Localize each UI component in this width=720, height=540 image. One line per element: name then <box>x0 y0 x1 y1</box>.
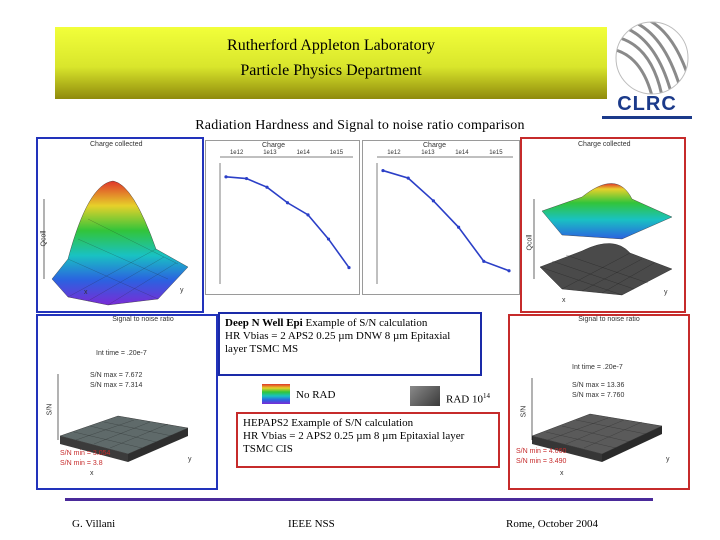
footer-date: Rome, October 2004 <box>506 518 598 530</box>
axis-label-y: y <box>664 289 668 296</box>
data-point <box>431 199 435 203</box>
data-point <box>326 237 331 241</box>
chart-title: Charge collected <box>578 141 631 148</box>
note-line-2: HR Vbias = 2 APS2 0.25 µm DNW 8 µm Epita… <box>225 330 451 342</box>
hepaps2-note: HEPAPS2 Example of S/N calculation HR Vb… <box>236 412 500 468</box>
top-tick-label: 1e14 <box>296 150 310 156</box>
legend-swatch-no-rad <box>262 384 290 404</box>
sn-min-label-2: S/N min = 3.8 <box>60 460 103 467</box>
axis-label-y: y <box>188 456 192 463</box>
axis-label-z: S/N <box>520 405 528 418</box>
chart-title: Signal to noise ratio <box>578 316 640 323</box>
data-point <box>285 201 290 205</box>
header-title-line1: Rutherford Appleton Laboratory <box>227 37 435 54</box>
axis-label-z: Qcoll <box>40 230 48 247</box>
series-line <box>382 169 510 272</box>
sn-max-label-2: S/N max = 7.760 <box>572 392 625 399</box>
data-point <box>224 175 228 179</box>
data-point <box>482 259 486 263</box>
axis-label-x: x <box>562 297 566 304</box>
line-chart-svg: 1e12 1e13 1e14 1e15 <box>376 150 513 284</box>
line-chart-svg: 1e12 1e13 1e14 1e15 <box>219 150 353 284</box>
data-point <box>265 185 269 189</box>
sn-max-label-2: S/N max = 7.314 <box>90 382 143 389</box>
data-point <box>244 176 249 181</box>
note-line-2: HR Vbias = 2 APS2 0.25 µm 8 µm Epitaxial… <box>243 430 465 442</box>
series-line <box>225 176 350 269</box>
header-title-line2: Particle Physics Department <box>240 62 422 79</box>
axis-label-x: x <box>84 289 88 296</box>
data-point <box>406 176 410 180</box>
sn-max-label-1: S/N max = 7.672 <box>90 372 143 379</box>
header-banner <box>55 27 607 99</box>
top-tick-label: 1e15 <box>330 150 344 156</box>
top-tick-label: 1e13 <box>421 150 435 156</box>
globe-swoosh-icon <box>615 21 689 95</box>
axis-label-y: y <box>666 456 670 463</box>
top-tick-label: 1e14 <box>455 150 469 156</box>
integration-time-label: Int time = .20e-7 <box>96 350 147 357</box>
note-bold-label: Deep N Well Epi <box>225 317 303 329</box>
legend-label-no-rad: No RAD <box>296 389 336 401</box>
footer-author: G. Villani <box>72 518 116 530</box>
legend-swatch-rad <box>410 386 440 406</box>
logo-underline <box>602 116 692 119</box>
chart-title: Charge <box>262 142 285 149</box>
top-tick-label: 1e13 <box>263 150 277 156</box>
note-line-1: Deep N Well Epi Example of S/N calculati… <box>225 317 475 330</box>
data-point <box>457 225 461 229</box>
chart-title: Charge <box>423 142 446 149</box>
top-tick-label: 1e12 <box>387 150 401 156</box>
axis-label-x: x <box>90 470 94 477</box>
integration-time-label: Int time = .20e-7 <box>572 364 623 371</box>
footer-conference: IEEE NSS <box>288 518 335 530</box>
data-point <box>507 269 511 273</box>
chart-title: Signal to noise ratio <box>112 316 174 323</box>
sn-ratio-right-panel: Signal to noise ratio Int time = .20e-7 … <box>508 314 690 490</box>
axis-label-y: y <box>180 287 184 294</box>
charge-vs-dose-chart-left: 1e12 1e13 1e14 1e15 Charge <box>205 140 360 295</box>
charge-collected-left-panel: Charge collected Qcoll x y <box>36 137 204 313</box>
legend-label-rad: RAD 1014 <box>446 392 490 406</box>
top-tick-label: 1e12 <box>230 150 244 156</box>
axis-label-z: Qcoll <box>526 234 534 251</box>
chart-title: Charge collected <box>90 141 143 148</box>
legend-rad-text: RAD 10 <box>446 393 483 406</box>
slide-subtitle: Radiation Hardness and Signal to noise r… <box>195 118 525 133</box>
charge-collected-right-panel: Charge collected Qcoll x y <box>520 137 686 313</box>
top-tick-label: 1e15 <box>489 150 503 156</box>
sn-min-label-1: S/N min = 3.054 <box>60 450 111 457</box>
note-line-1: HEPAPS2 Example of S/N calculation <box>243 417 414 429</box>
sn-max-label-1: S/N max = 13.36 <box>572 382 625 389</box>
sn-ratio-left-panel: Signal to noise ratio Int time = .20e-7 … <box>36 314 218 490</box>
data-point <box>306 213 310 217</box>
legend-rad-exponent: 14 <box>482 392 490 400</box>
data-point <box>347 265 351 270</box>
footer-divider <box>65 498 653 501</box>
note-line-3: layer TSMC MS <box>225 343 299 355</box>
data-point <box>381 168 385 173</box>
note-line-3: TSMC CIS <box>243 443 293 455</box>
sn-min-label-1: S/N min = 4.060 <box>516 448 567 455</box>
charge-vs-dose-chart-right: 1e12 1e13 1e14 1e15 Charge <box>362 140 520 295</box>
logo-text: CLRC <box>617 93 677 115</box>
axis-label-x: x <box>560 470 564 477</box>
dnw-epi-note: Deep N Well Epi Example of S/N calculati… <box>218 312 482 376</box>
axis-label-z: S/N <box>46 403 54 416</box>
note-rest: Example of S/N calculation <box>302 317 428 329</box>
sn-min-label-2: S/N min = 3.490 <box>516 458 567 465</box>
